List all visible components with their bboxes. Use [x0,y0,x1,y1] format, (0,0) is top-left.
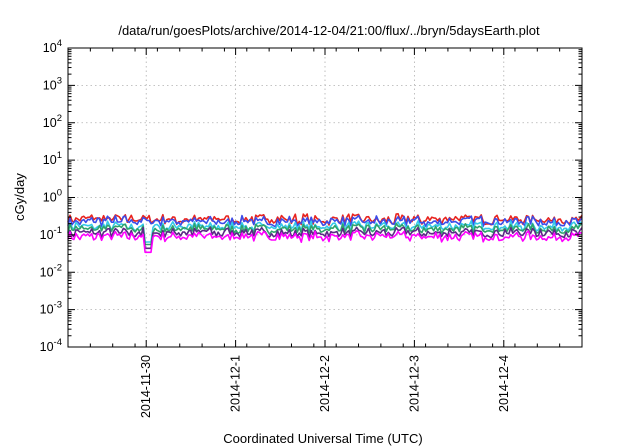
series-line [67,226,583,250]
grid [68,48,582,347]
y-tick-label: 102 [43,113,62,130]
x-tick-label: 2014-12-1 [229,355,243,412]
y-tick-label: 10-2 [40,262,62,279]
series-line [67,219,583,243]
y-tick-label: 10-1 [40,225,62,242]
y-tick-label: 101 [43,150,62,167]
chart-title: /data/run/goesPlots/archive/2014-12-04/2… [118,23,540,38]
y-tick-label: 103 [43,75,62,92]
y-tick-label: 10-3 [40,300,62,317]
series-group [67,213,583,254]
x-tick-label: 2014-12-3 [407,355,421,412]
y-tick-label: 10-4 [40,337,62,354]
series-line [67,214,583,228]
y-tick-label: 100 [43,188,62,205]
x-axis-label: Coordinated Universal Time (UTC) [223,431,422,446]
x-tick-label: 2014-12-4 [497,355,511,412]
y-axis-label: cGy/day [12,173,27,221]
y-tick-label: 104 [43,38,62,55]
series-line [67,230,583,254]
x-axis: 2014-11-30 2014-12-1 2014-12-2 2014-12-3 201… [67,48,583,418]
x-tick-label: 2014-11-30 [139,355,153,418]
y-axis: 10-4 10-3 10-2 10-1 100 101 102 103 104 [40,38,582,354]
x-tick-label: 2014-12-2 [318,355,332,412]
series-line [67,222,583,246]
